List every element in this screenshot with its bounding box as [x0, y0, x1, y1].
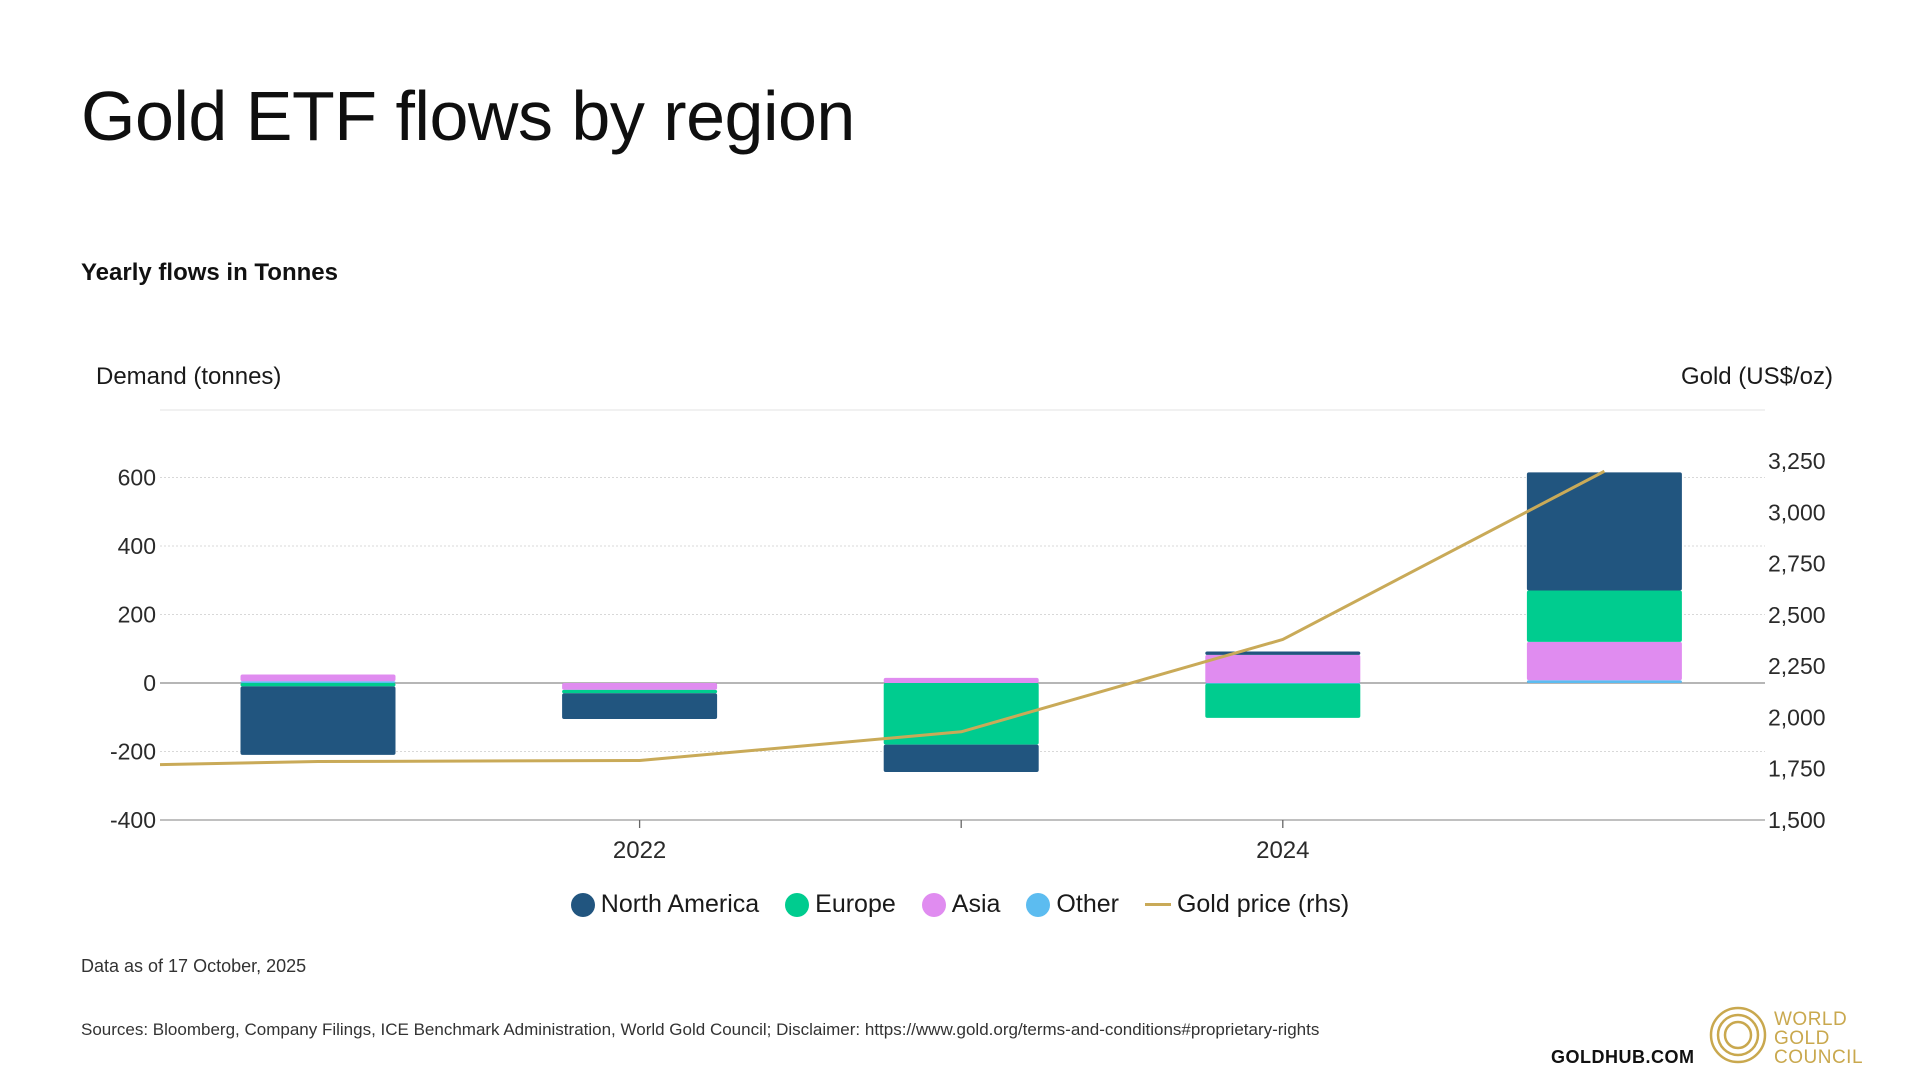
bar-europe-2023 — [883, 683, 1039, 745]
sources-text: Sources: Bloomberg, Company Filings, ICE… — [81, 1020, 1320, 1039]
bar-north-america-2022 — [562, 693, 718, 719]
legend-item-other[interactable]: Other — [1026, 890, 1119, 919]
left-axis-tick-label: -400 — [110, 807, 156, 833]
bar-asia-2024 — [1205, 654, 1361, 683]
right-axis-tick-label: 2,500 — [1768, 602, 1826, 628]
bar-north-america-2024 — [1205, 651, 1361, 655]
legend-item-gold-price[interactable]: Gold price (rhs) — [1144, 890, 1350, 919]
legend-label-other: Other — [1056, 890, 1119, 918]
legend-label-europe: Europe — [815, 890, 896, 918]
left-axis-title: Demand (tonnes) — [96, 363, 282, 390]
left-axis-tick-label: 600 — [118, 465, 156, 491]
legend-swatch-asia — [921, 892, 946, 917]
chart-area: 600 400 200 0 -200 -400 3,250 3,000 2,750 2,500 2,… — [110, 409, 1826, 864]
right-axis-tick-label: 2,750 — [1768, 551, 1826, 577]
data-date-note: Data as of 17 October, 2025 — [81, 956, 307, 976]
bar-europe-2024 — [1205, 683, 1361, 718]
wgc-logo-line-3: COUNCIL — [1774, 1047, 1864, 1068]
right-axis-tick-label: 1,500 — [1768, 807, 1826, 833]
gold-price-line — [159, 469, 1606, 767]
bar-north-america-2025 — [1526, 472, 1682, 591]
bar-europe-2022 — [562, 689, 718, 694]
right-axis-tick-label: 2,000 — [1768, 704, 1826, 730]
legend-item-asia[interactable]: Asia — [921, 890, 1001, 919]
legend-swatch-europe — [785, 892, 810, 917]
bar-other-2021 — [240, 681, 396, 683]
right-axis-tick-label: 3,250 — [1768, 448, 1826, 474]
legend-swatch-other — [1026, 892, 1051, 917]
right-axis-tick-label: 2,250 — [1768, 653, 1826, 679]
left-axis-tick-label: -200 — [110, 739, 156, 765]
legend-item-europe[interactable]: Europe — [785, 890, 896, 919]
page-title: Gold ETF flows by region — [81, 77, 855, 155]
bar-europe-2025 — [1526, 590, 1682, 642]
x-axis-tick-label: 2022 — [613, 837, 666, 864]
goldhub-link[interactable]: GOLDHUB.COM — [1551, 1047, 1695, 1067]
concentric-rings-icon — [1709, 1006, 1767, 1064]
x-axis-tick-label: 2024 — [1256, 837, 1309, 864]
legend-label-north-america: North America — [600, 890, 760, 918]
left-axis-tick-label: 400 — [118, 533, 156, 559]
legend-label-gold-price: Gold price (rhs) — [1176, 890, 1350, 918]
right-axis-title: Gold (US$/oz) — [1680, 363, 1833, 390]
left-axis-tick-label: 200 — [118, 602, 156, 628]
bar-asia-2023 — [883, 677, 1039, 683]
right-axis-tick-label: 1,750 — [1768, 756, 1826, 782]
bar-europe-2021 — [240, 683, 396, 687]
bar-asia-2021 — [240, 674, 396, 682]
wgc-logo-text: WORLD GOLD COUNCIL — [1774, 1010, 1863, 1067]
bar-asia-2022 — [562, 683, 718, 690]
bar-north-america-2021 — [240, 686, 396, 755]
bar-other-2025 — [1526, 680, 1682, 683]
bar-asia-2025 — [1526, 641, 1682, 681]
chart-subtitle: Yearly flows in Tonnes — [81, 259, 338, 286]
chart-legend: North America Europe Asia Other Gold pri… — [0, 890, 1920, 919]
legend-swatch-north-america — [570, 892, 595, 917]
legend-swatch-gold-price — [1144, 903, 1171, 906]
left-axis-tick-label: 0 — [143, 670, 156, 696]
bar-north-america-2023 — [883, 744, 1039, 773]
legend-label-asia: Asia — [951, 890, 1001, 918]
wgc-logo-line-2: GOLD — [1774, 1028, 1830, 1049]
wgc-logo-line-1: WORLD — [1774, 1009, 1848, 1030]
legend-item-north-america[interactable]: North America — [570, 890, 760, 919]
right-axis-tick-label: 3,000 — [1768, 499, 1826, 525]
